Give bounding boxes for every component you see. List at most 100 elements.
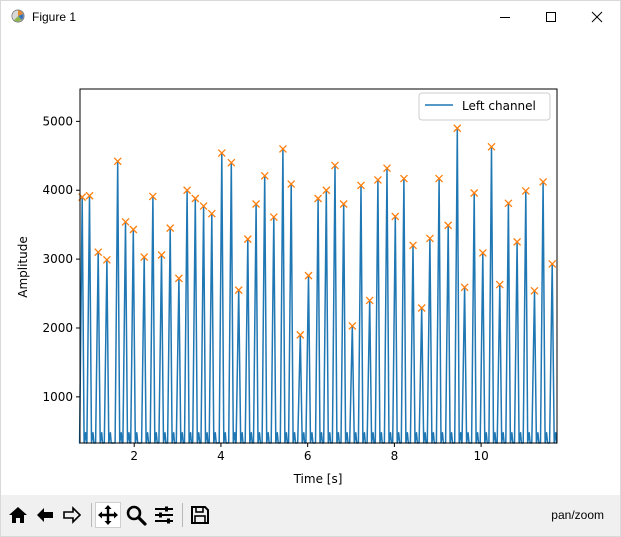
- close-button[interactable]: [574, 1, 620, 33]
- pan-button[interactable]: [95, 502, 121, 528]
- peak-marker: [435, 174, 444, 183]
- peak-marker: [304, 271, 313, 280]
- y-tick-label: 4000: [42, 183, 73, 197]
- x-tick-label: 10: [473, 449, 488, 463]
- minimize-icon: [500, 17, 510, 18]
- x-tick-label: 6: [304, 449, 312, 463]
- maximize-icon: [546, 12, 556, 22]
- maximize-button[interactable]: [528, 1, 574, 33]
- peak-marker: [539, 178, 548, 186]
- title-bar[interactable]: Figure 1: [1, 1, 620, 33]
- legend-box: [418, 92, 551, 121]
- y-tick-label: 1000: [42, 390, 73, 404]
- save-button[interactable]: [187, 502, 213, 528]
- peak-marker: [191, 194, 200, 203]
- peak-marker: [85, 191, 94, 200]
- peak-marker: [339, 200, 348, 208]
- peak-marker: [129, 225, 138, 234]
- x-axis-label: Time [s]: [293, 472, 343, 486]
- y-tick-label: 3000: [42, 252, 73, 266]
- window-title: Figure 1: [32, 10, 77, 24]
- forward-button[interactable]: [59, 502, 85, 528]
- peak-marker: [460, 283, 469, 292]
- peak-marker: [269, 213, 278, 222]
- peak-marker: [243, 235, 252, 244]
- toolbar-separator: [182, 503, 183, 527]
- peak-marker: [357, 181, 365, 190]
- peak-marker: [453, 124, 462, 133]
- peak-marker: [530, 286, 539, 295]
- peak-marker: [409, 241, 417, 250]
- axes-frame: [79, 88, 558, 444]
- zoom-button[interactable]: [123, 502, 149, 528]
- peak-marker: [365, 296, 374, 305]
- peak-marker: [102, 255, 111, 264]
- zoom-icon: [126, 505, 147, 526]
- peak-marker: [391, 212, 400, 221]
- home-icon: [9, 507, 27, 523]
- peak-marker: [227, 158, 236, 167]
- peak-marker: [495, 280, 504, 289]
- peak-marker: [373, 175, 382, 184]
- peak-marker: [444, 221, 453, 230]
- peak-marker: [399, 174, 408, 183]
- peak-marker: [166, 224, 175, 233]
- peak-marker: [157, 251, 166, 259]
- matplotlib-icon: [11, 9, 25, 23]
- peak-marker: [417, 304, 426, 312]
- peak-marker: [148, 192, 157, 201]
- peak-marker: [252, 200, 261, 208]
- peak-marker: [348, 321, 357, 330]
- save-icon: [191, 506, 209, 524]
- peak-marker: [217, 149, 226, 158]
- peak-marker: [260, 171, 269, 180]
- peak-marker: [487, 142, 496, 151]
- forward-icon: [63, 506, 82, 524]
- peak-marker: [287, 180, 296, 189]
- legend: Left channel: [418, 92, 551, 121]
- peak-marker: [504, 199, 513, 208]
- figure-canvas[interactable]: 2 4 6 8 10 1000 2000 3000 4000 5000 Time [s] Ampl…: [1, 33, 620, 495]
- legend-label: Left channel: [462, 99, 536, 113]
- x-tick-label: 8: [391, 449, 399, 463]
- peak-marker: [140, 253, 149, 262]
- y-axis-label: Amplitude: [16, 236, 30, 298]
- peak-marker: [322, 186, 331, 195]
- configure-subplots-icon: [155, 506, 173, 524]
- peak-marker: [478, 248, 487, 257]
- peak-marker: [521, 186, 530, 195]
- peak-marker: [314, 194, 323, 203]
- peak-marker: [121, 217, 130, 226]
- peak-marker: [174, 274, 183, 283]
- x-tick-label: 4: [217, 449, 225, 463]
- peak-marker: [234, 286, 243, 295]
- peak-marker: [207, 209, 216, 218]
- peak-marker: [94, 248, 103, 257]
- minimize-button[interactable]: [482, 1, 528, 33]
- y-tick-label: 2000: [42, 321, 73, 335]
- back-icon: [37, 508, 53, 522]
- toolbar-separator: [91, 503, 92, 527]
- pan-icon: [98, 505, 118, 525]
- peak-marker: [425, 234, 434, 243]
- series-line-left-channel: [78, 127, 558, 444]
- navigation-toolbar: pan/zoom: [1, 495, 620, 536]
- peak-marker: [183, 186, 192, 195]
- peak-marker: [278, 144, 287, 153]
- peak-marker: [513, 237, 522, 246]
- y-tick-label: 5000: [42, 114, 73, 128]
- toolbar-mode-status: pan/zoom: [551, 508, 604, 522]
- peak-marker: [113, 157, 122, 166]
- configure-subplots-button[interactable]: [151, 502, 177, 528]
- line-chart: 2 4 6 8 10 1000 2000 3000 4000 5000 Time [s] Ampl…: [16, 88, 558, 486]
- peak-marker: [548, 259, 557, 268]
- peak-marker: [470, 189, 479, 197]
- peak-marker: [199, 202, 208, 211]
- back-button[interactable]: [32, 502, 58, 528]
- home-button[interactable]: [5, 502, 31, 528]
- peak-marker: [331, 161, 339, 170]
- peak-marker: [296, 330, 305, 339]
- close-icon: [591, 11, 603, 23]
- peak-marker: [383, 164, 391, 173]
